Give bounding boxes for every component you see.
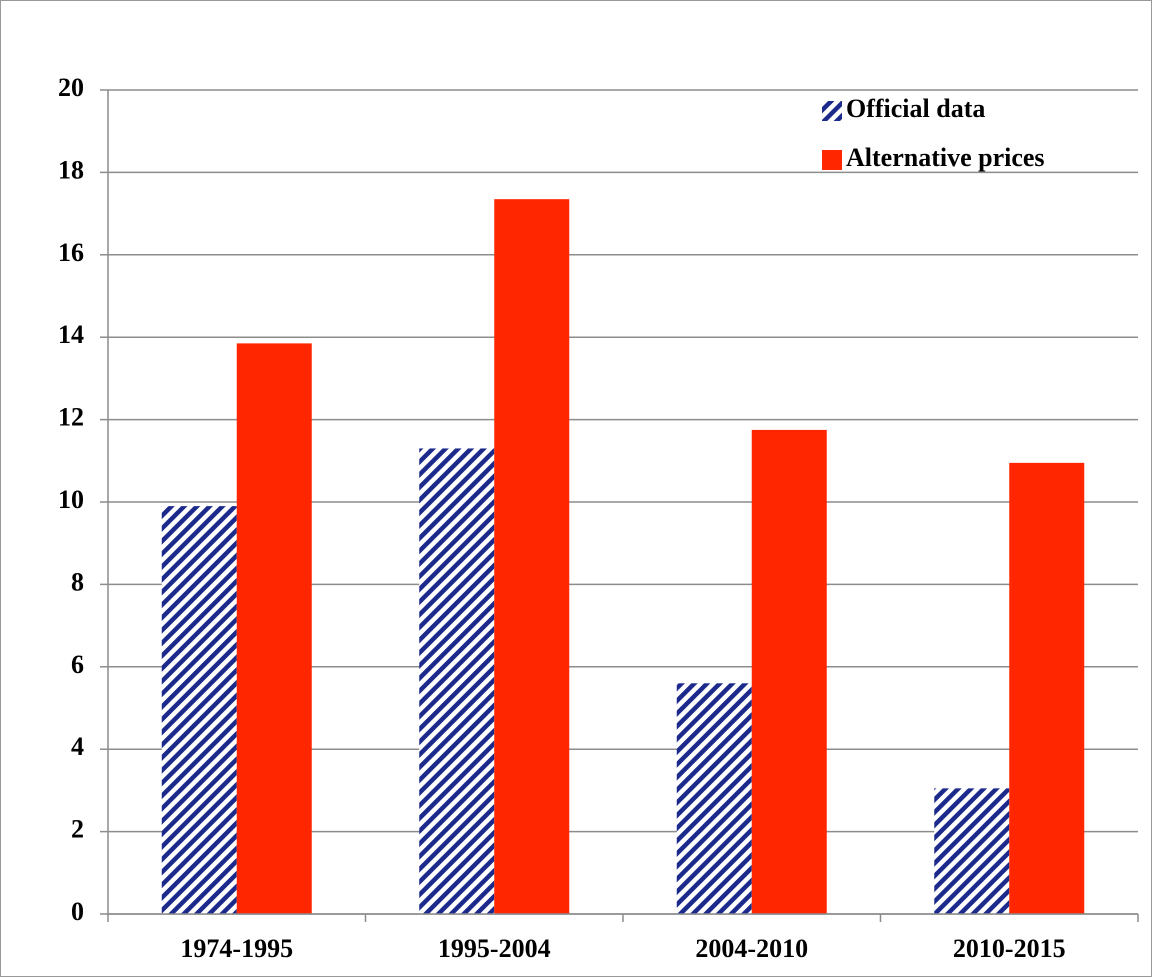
y-tick-label: 0 bbox=[71, 897, 84, 926]
bar bbox=[419, 448, 495, 914]
legend-label: Official data bbox=[846, 94, 985, 123]
y-tick-label: 12 bbox=[58, 403, 84, 432]
y-tick-label: 16 bbox=[58, 238, 84, 267]
y-tick-label: 6 bbox=[71, 650, 84, 679]
y-tick-label: 20 bbox=[58, 73, 84, 102]
x-tick-label: 2010-2015 bbox=[953, 934, 1066, 963]
bar bbox=[161, 506, 237, 914]
bar bbox=[934, 788, 1010, 914]
x-tick-label: 1974-1995 bbox=[180, 934, 293, 963]
y-tick-label: 14 bbox=[58, 320, 84, 349]
bar bbox=[676, 683, 752, 914]
bar bbox=[236, 343, 312, 914]
x-tick-label: 1995-2004 bbox=[438, 934, 551, 963]
y-tick-label: 2 bbox=[71, 815, 84, 844]
bar bbox=[494, 199, 570, 914]
legend-swatch bbox=[822, 150, 842, 170]
y-tick-label: 8 bbox=[71, 567, 84, 596]
y-tick-label: 10 bbox=[58, 485, 84, 514]
legend-swatch bbox=[822, 101, 842, 121]
y-tick-label: 4 bbox=[71, 732, 84, 761]
y-tick-label: 18 bbox=[58, 155, 84, 184]
legend-label: Alternative prices bbox=[846, 143, 1045, 172]
bar bbox=[751, 429, 827, 914]
x-tick-label: 2004-2010 bbox=[695, 934, 808, 963]
bar bbox=[1009, 462, 1085, 914]
